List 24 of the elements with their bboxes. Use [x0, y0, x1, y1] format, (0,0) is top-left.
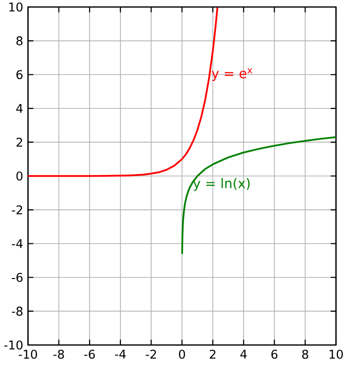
x-tick-label: -4 — [115, 350, 126, 358]
y-tick-label: -4 — [12, 239, 23, 248]
x-tick-label: 0 — [178, 350, 186, 359]
line-series — [181, 136, 336, 255]
y-tick-label: -10 — [4, 340, 22, 350]
x-tick-label: 4 — [240, 350, 247, 358]
y-tick-label: -2 — [12, 205, 22, 214]
y-tick-label: 0 — [16, 171, 22, 181]
x-tick-label: -8 — [53, 350, 64, 359]
y-tick-label: 6 — [16, 70, 23, 80]
x-tick-label: 10 — [330, 350, 343, 359]
annotation: y = ln(x) — [193, 178, 250, 191]
y-tick-label: -8 — [12, 306, 22, 316]
x-tick-label: 6 — [271, 350, 278, 359]
annotation: y = e$^{x}$ — [212, 68, 252, 81]
x-tick-label: 8 — [302, 350, 308, 359]
x-tick-label: -2 — [146, 350, 156, 359]
y-tick-label: 2 — [16, 138, 22, 147]
x-tick-label: -6 — [84, 350, 95, 359]
x-tick-label: 2 — [210, 350, 216, 359]
y-tick-label: 8 — [16, 36, 22, 46]
y-tick-label: 4 — [16, 104, 23, 113]
y-tick-label: 10 — [9, 2, 22, 12]
y-tick-label: -6 — [12, 272, 23, 282]
